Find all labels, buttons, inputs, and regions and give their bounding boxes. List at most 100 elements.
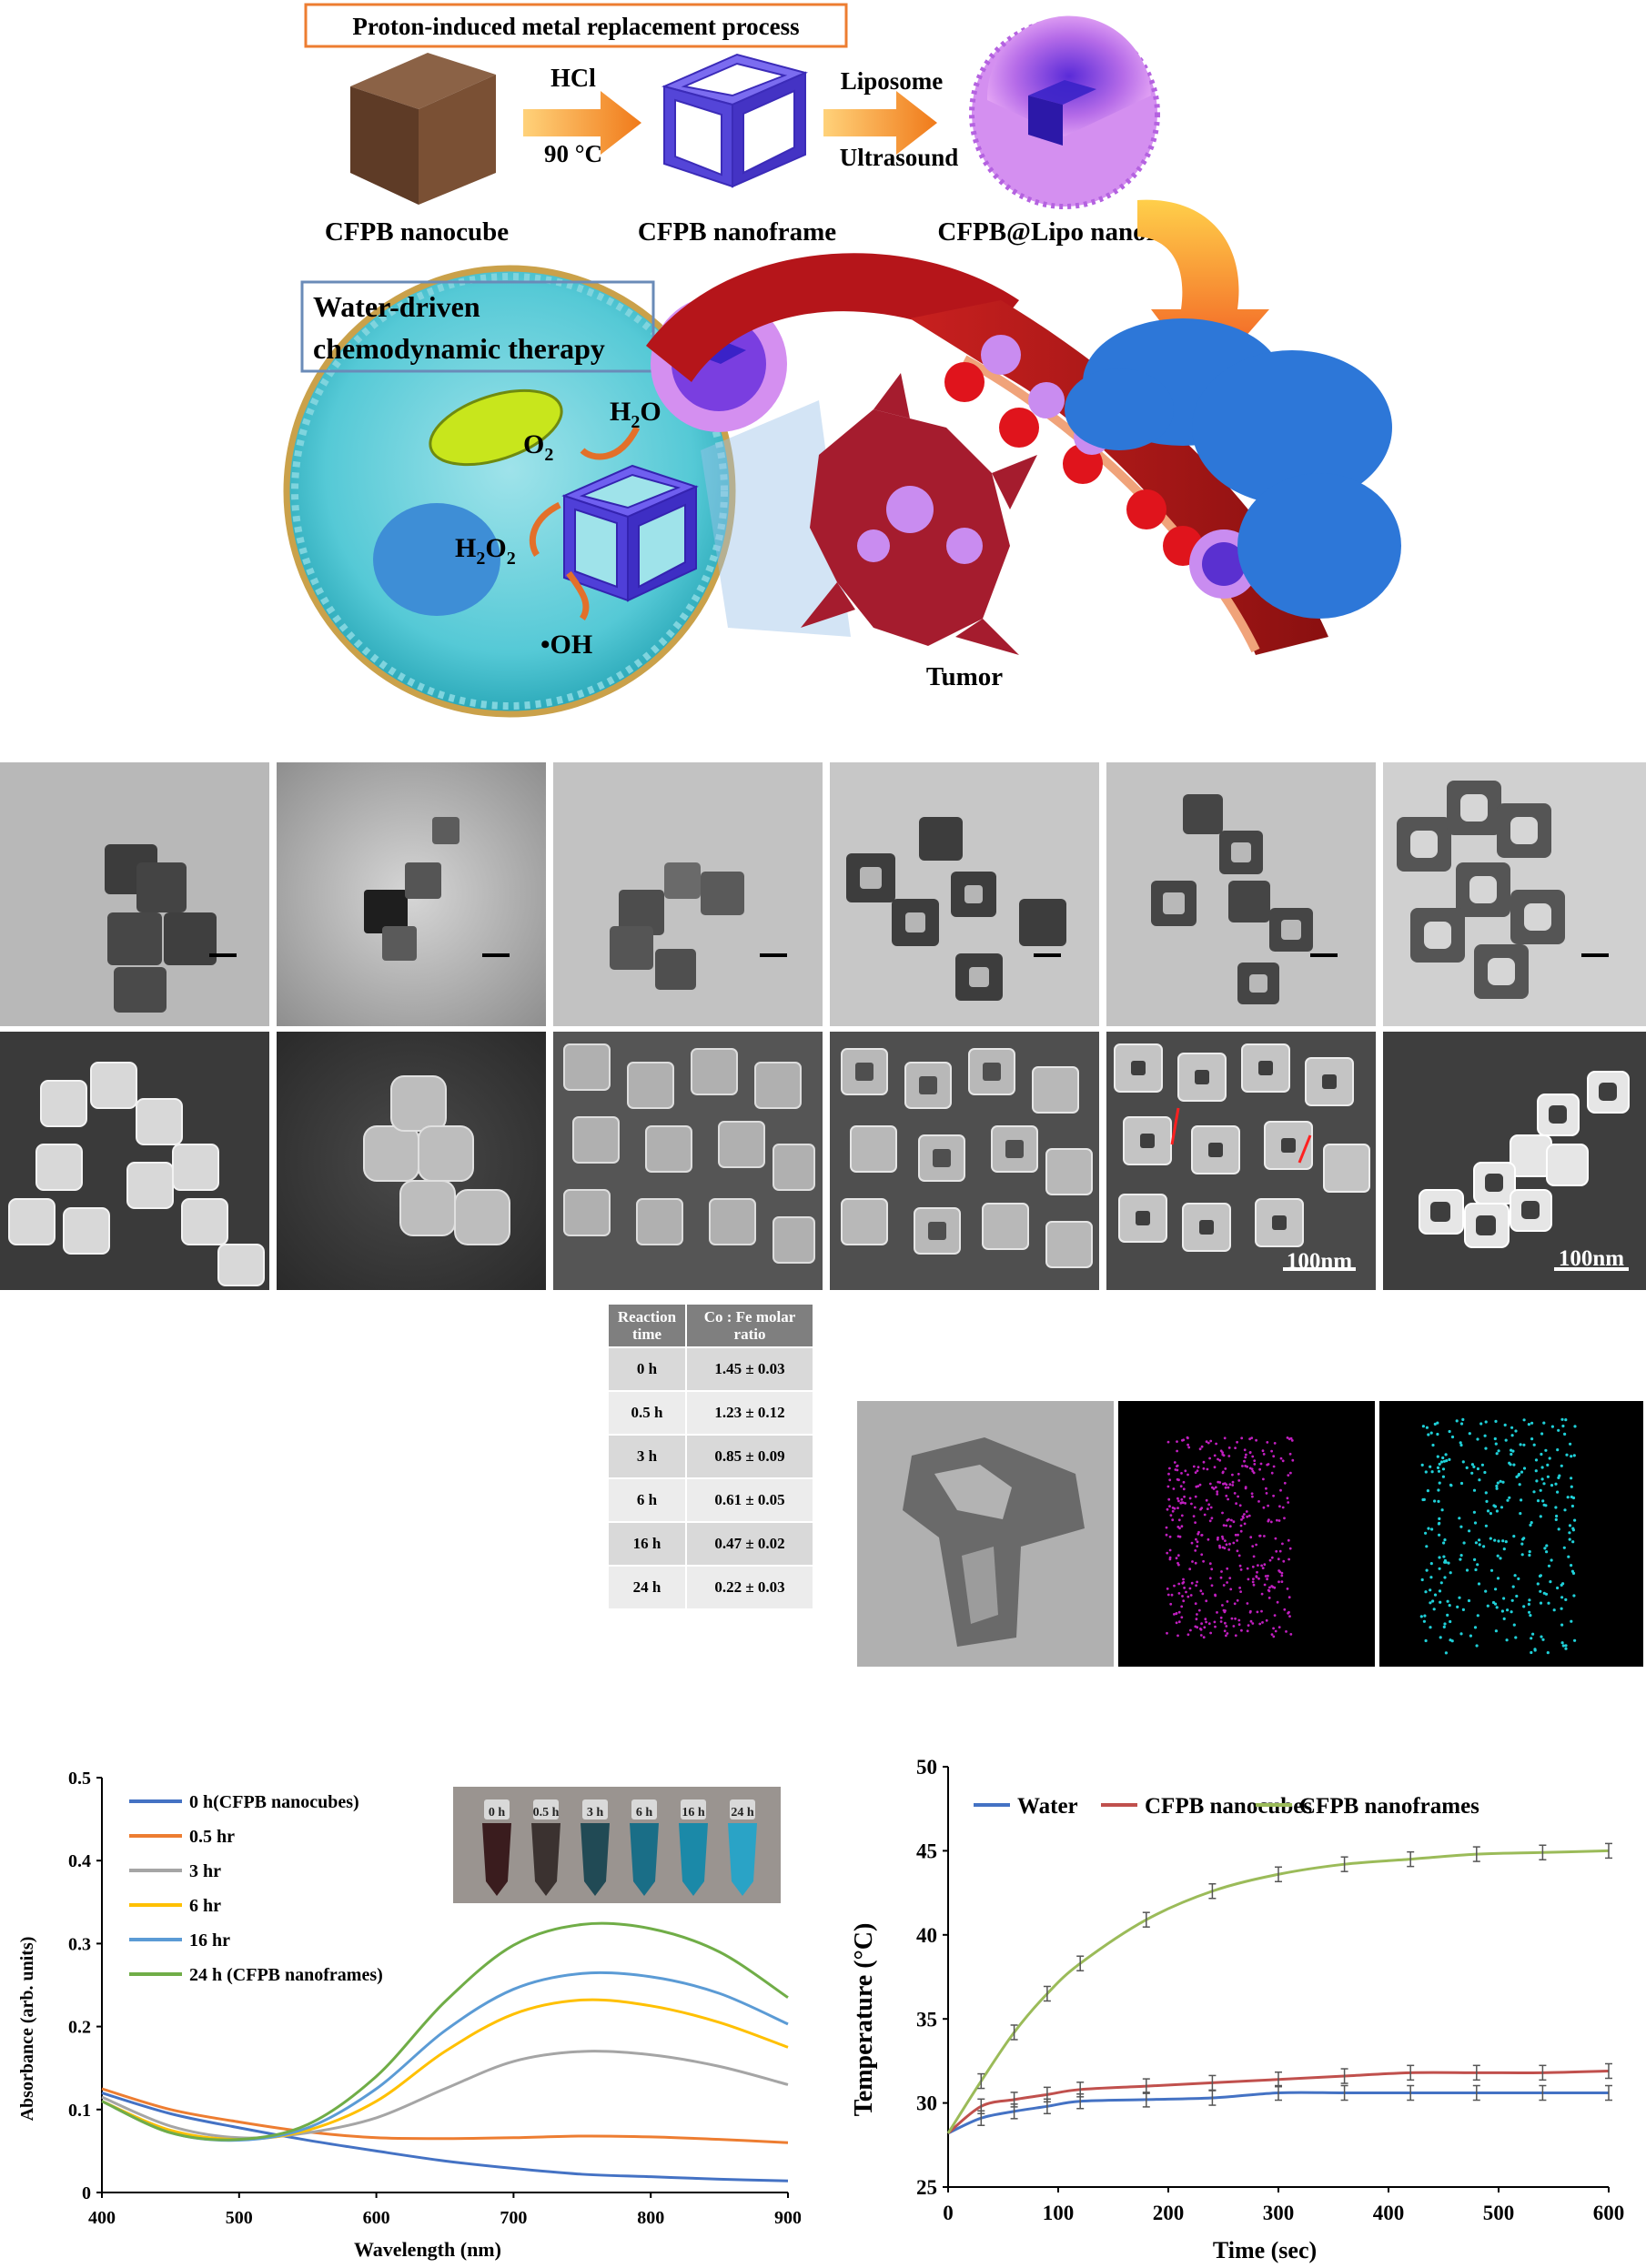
fe-dot [1496, 1554, 1500, 1557]
co-dot [1278, 1505, 1281, 1508]
fe-dot [1510, 1434, 1514, 1437]
co-dot [1173, 1461, 1176, 1464]
fe-dot [1519, 1512, 1522, 1516]
fe-dot [1539, 1515, 1542, 1518]
fe-dot [1495, 1484, 1499, 1488]
co-dot [1190, 1502, 1193, 1506]
co-dot [1194, 1521, 1197, 1524]
series-line [101, 2092, 789, 2182]
co-dot [1228, 1542, 1231, 1546]
co-dot [1277, 1519, 1281, 1522]
tumor-label: Tumor [926, 662, 1003, 691]
fe-dot [1448, 1604, 1451, 1608]
co-dot [1182, 1487, 1186, 1491]
co-dot [1270, 1449, 1273, 1453]
fe-dot [1501, 1480, 1505, 1484]
co-dot [1187, 1436, 1189, 1440]
vial-body [581, 1823, 610, 1896]
co-dot [1260, 1564, 1263, 1567]
co-dot [1236, 1440, 1238, 1444]
co-dot [1227, 1455, 1231, 1457]
fe-dot [1546, 1651, 1550, 1655]
fe-dot [1564, 1598, 1568, 1601]
fe-dot [1472, 1488, 1477, 1492]
co-dot [1203, 1626, 1207, 1629]
table-row: 0.5 h 1.23 ± 0.12 [607, 1390, 814, 1436]
fe-dot [1560, 1583, 1563, 1587]
fe-dot [1429, 1588, 1432, 1592]
co-dot [1267, 1504, 1269, 1507]
microscopy-grid: 100nm 100nm [0, 762, 1646, 1290]
lipo-nanoframe-graphic [969, 15, 1160, 209]
fe-dot [1420, 1578, 1424, 1582]
co-dot [1171, 1509, 1175, 1513]
co-dot [1205, 1440, 1208, 1444]
fe-dot [1530, 1637, 1533, 1640]
cell-graphic [283, 265, 736, 718]
co-dot [1243, 1448, 1247, 1452]
fe-dot [1534, 1458, 1539, 1462]
co-dot [1225, 1625, 1228, 1628]
co-dot [1238, 1504, 1242, 1507]
co-dot [1208, 1457, 1211, 1460]
fe-dot [1480, 1463, 1484, 1467]
fe-dot [1517, 1472, 1521, 1477]
co-dot [1208, 1519, 1212, 1523]
sem-panel-24h: 100nm [1383, 1032, 1646, 1290]
co-dot [1182, 1580, 1186, 1584]
fe-dot [1570, 1619, 1573, 1623]
co-dot [1260, 1609, 1263, 1613]
temperature-y-label: Temperature (°C) [850, 1923, 878, 2117]
vial-cap [484, 1799, 510, 1819]
vial-cap [730, 1799, 755, 1819]
tem-panel-3h [553, 762, 823, 1026]
co-dot [1218, 1481, 1222, 1484]
co-dot [1287, 1474, 1290, 1477]
step2-top-label: Liposome [841, 67, 944, 95]
arrow-step2 [823, 91, 937, 155]
fe-dot [1465, 1466, 1469, 1469]
co-dot [1166, 1593, 1170, 1597]
fe-dot [1556, 1490, 1560, 1494]
vial-label: 0 h [489, 1806, 506, 1819]
fe-dot [1459, 1632, 1463, 1636]
co-dot [1166, 1485, 1170, 1488]
fe-dot [1421, 1425, 1425, 1428]
co-dot [1286, 1436, 1289, 1439]
fe-dot [1571, 1540, 1575, 1544]
x-tick-label: 600 [1593, 2202, 1625, 2224]
co-dot [1268, 1558, 1272, 1562]
co-dot [1190, 1541, 1194, 1545]
y-tick-label: 0 [82, 2183, 91, 2203]
fe-dot [1459, 1422, 1464, 1426]
vial-body [728, 1823, 757, 1896]
fe-dot [1425, 1568, 1429, 1572]
fe-dot [1438, 1481, 1441, 1485]
co-dot [1238, 1564, 1242, 1567]
sem-panel-16h: 100nm [1106, 1032, 1376, 1290]
co-dot [1177, 1582, 1181, 1586]
x-tick-label: 500 [1483, 2202, 1515, 2224]
fe-dot [1438, 1533, 1441, 1537]
co-dot [1289, 1471, 1292, 1475]
co-dot [1192, 1515, 1196, 1517]
co-dot [1168, 1548, 1172, 1552]
co-dot [1187, 1473, 1189, 1477]
fe-dot [1484, 1420, 1488, 1424]
co-dot [1168, 1557, 1172, 1561]
fe-dot [1502, 1597, 1506, 1600]
co-dot [1212, 1487, 1216, 1490]
vial-label: 6 h [636, 1806, 653, 1819]
table-cell-ratio: 1.23 ± 0.12 [685, 1390, 814, 1436]
fe-dot [1420, 1463, 1424, 1467]
fe-dot [1459, 1525, 1463, 1528]
fe-dot [1541, 1638, 1545, 1641]
co-dot [1221, 1537, 1225, 1540]
co-dot [1225, 1494, 1228, 1497]
table-row: 6 h 0.61 ± 0.05 [607, 1477, 814, 1523]
co-dot [1176, 1449, 1178, 1453]
h2o2-label: H2O2 [455, 533, 516, 569]
co-dot [1277, 1557, 1280, 1561]
vial-body [531, 1823, 560, 1896]
fe-dot [1441, 1456, 1445, 1460]
